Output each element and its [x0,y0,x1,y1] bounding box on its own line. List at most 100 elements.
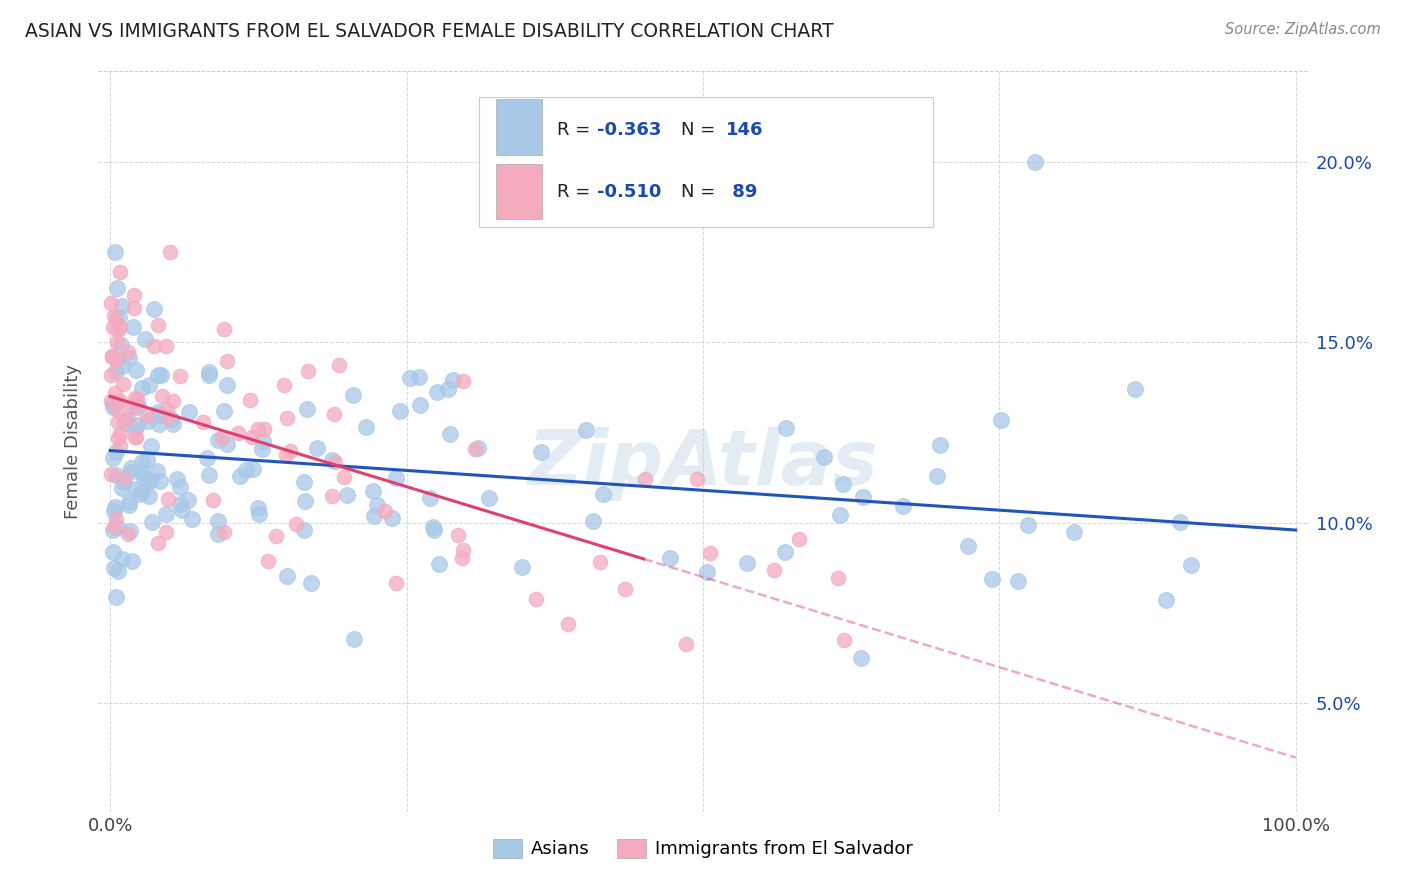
Point [127,392,149,407]
Point [101,320,124,334]
Point [699,546,721,560]
Point [212,404,235,418]
Point [111,359,134,373]
Point [408,369,430,384]
Point [207,434,229,448]
Point [139,474,162,488]
Point [104,386,127,401]
Point [177,405,200,419]
Point [122,401,145,415]
Point [363,508,385,523]
Point [124,391,146,405]
Point [146,405,169,419]
Point [1156,593,1178,607]
Point [100,296,122,310]
Point [100,368,122,382]
Point [148,408,170,422]
Point [101,524,124,538]
Point [557,616,579,631]
Point [105,520,128,534]
Point [148,474,170,488]
Point [239,393,262,408]
Point [129,487,152,501]
Point [121,554,143,568]
Point [122,288,145,302]
Point [146,368,169,383]
Point [207,514,229,528]
Point [212,525,235,540]
Point [138,475,160,489]
Point [198,365,221,379]
Point [1180,558,1202,572]
Point [381,511,404,525]
Point [110,338,132,352]
Point [120,461,142,475]
Point [105,364,128,378]
Point [170,503,193,517]
Point [198,468,221,483]
Point [422,520,444,534]
Point [423,524,446,538]
Point [1168,515,1191,529]
Point [155,507,177,521]
Point [110,265,132,279]
Point [464,442,486,456]
Point [117,345,139,359]
Point [120,465,142,479]
Point [211,431,233,445]
Point [366,499,388,513]
Point [131,485,153,500]
Point [441,373,464,387]
Text: 89: 89 [725,183,758,201]
Point [124,482,146,496]
Point [1024,154,1046,169]
Point [120,524,142,538]
Point [114,416,136,430]
Point [832,477,855,491]
FancyBboxPatch shape [496,164,543,219]
Point [110,481,132,495]
Point [180,511,202,525]
Point [104,395,127,409]
Legend: Asians, Immigrants from El Salvador: Asians, Immigrants from El Salvador [486,832,920,865]
FancyBboxPatch shape [479,97,932,227]
Point [399,370,422,384]
Point [115,412,138,426]
Point [127,417,149,432]
Point [117,526,139,541]
Point [235,462,257,476]
Point [582,514,605,528]
Point [247,501,270,516]
Point [467,441,489,455]
Point [252,434,274,448]
Point [107,432,129,446]
Point [142,339,165,353]
Point [105,313,128,327]
Point [257,554,280,568]
Point [104,511,127,525]
Point [112,471,135,485]
Point [333,470,356,484]
Point [105,591,128,605]
Point [299,575,322,590]
Point [141,439,163,453]
Point [146,318,169,332]
Point [107,322,129,336]
Point [510,560,533,574]
Point [215,378,238,392]
Text: 146: 146 [725,120,763,138]
Point [276,568,298,582]
Point [202,493,225,508]
Point [589,555,612,569]
Point [686,471,709,485]
Point [273,378,295,392]
Point [127,398,149,412]
Point [229,468,252,483]
Point [197,368,219,382]
Point [634,472,657,486]
Point [156,410,179,425]
Point [108,439,131,453]
Point [343,632,366,646]
Point [160,411,183,425]
Point [155,339,177,353]
